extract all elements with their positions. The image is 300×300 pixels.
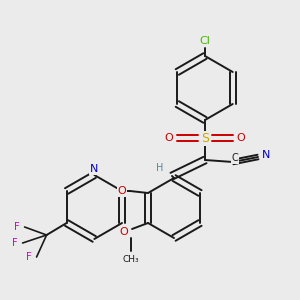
Text: O: O <box>120 227 128 237</box>
Text: O: O <box>237 133 245 143</box>
Text: C: C <box>232 153 238 163</box>
Text: H: H <box>156 163 164 173</box>
Text: F: F <box>12 238 17 248</box>
Text: O: O <box>118 186 126 196</box>
Text: F: F <box>26 252 32 262</box>
Text: F: F <box>14 222 20 232</box>
Text: O: O <box>165 133 173 143</box>
Text: N: N <box>262 150 270 160</box>
Text: S: S <box>201 131 209 145</box>
Text: Cl: Cl <box>200 36 210 46</box>
Text: N: N <box>90 164 98 174</box>
Text: CH₃: CH₃ <box>123 256 139 265</box>
